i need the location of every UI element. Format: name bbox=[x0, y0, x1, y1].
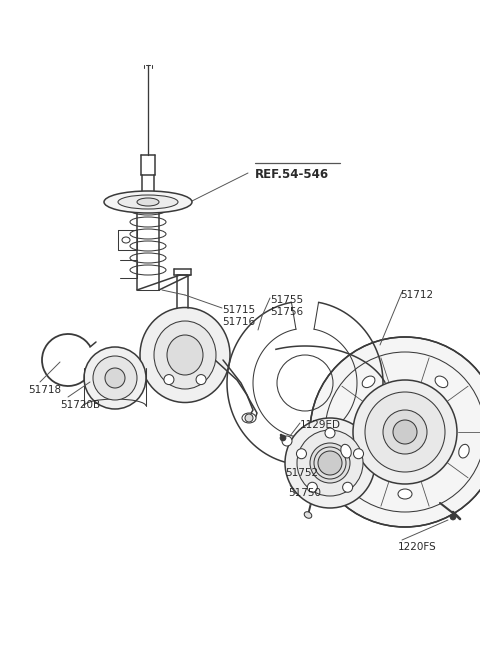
Circle shape bbox=[196, 375, 206, 384]
Ellipse shape bbox=[122, 237, 130, 243]
Ellipse shape bbox=[304, 512, 312, 518]
Text: 51750: 51750 bbox=[288, 488, 321, 498]
Circle shape bbox=[297, 430, 363, 496]
Circle shape bbox=[393, 420, 417, 444]
Text: 51712: 51712 bbox=[400, 290, 433, 300]
Ellipse shape bbox=[167, 335, 203, 375]
Ellipse shape bbox=[341, 444, 351, 458]
Circle shape bbox=[383, 410, 427, 454]
Ellipse shape bbox=[154, 321, 216, 389]
Circle shape bbox=[297, 449, 306, 459]
Text: 51715: 51715 bbox=[222, 305, 255, 315]
Text: 51716: 51716 bbox=[222, 317, 255, 327]
Ellipse shape bbox=[435, 376, 448, 388]
Text: 51752: 51752 bbox=[285, 468, 318, 478]
Ellipse shape bbox=[398, 489, 412, 499]
Circle shape bbox=[365, 392, 445, 472]
Ellipse shape bbox=[459, 444, 469, 458]
Text: 51720B: 51720B bbox=[60, 400, 100, 410]
Circle shape bbox=[353, 380, 457, 484]
Ellipse shape bbox=[105, 368, 125, 388]
Text: 51756: 51756 bbox=[270, 307, 303, 317]
Circle shape bbox=[450, 514, 456, 520]
Ellipse shape bbox=[362, 376, 375, 388]
Ellipse shape bbox=[137, 198, 159, 206]
Circle shape bbox=[282, 436, 292, 446]
Circle shape bbox=[343, 482, 353, 492]
Circle shape bbox=[285, 418, 375, 508]
Ellipse shape bbox=[104, 191, 192, 213]
Text: REF.54-546: REF.54-546 bbox=[255, 168, 329, 181]
Circle shape bbox=[310, 443, 350, 483]
Text: 51718: 51718 bbox=[28, 385, 61, 395]
Circle shape bbox=[280, 435, 286, 441]
Text: 1129ED: 1129ED bbox=[300, 420, 341, 430]
Ellipse shape bbox=[140, 308, 230, 403]
Ellipse shape bbox=[118, 195, 178, 209]
Circle shape bbox=[164, 375, 174, 384]
Circle shape bbox=[318, 451, 342, 475]
Circle shape bbox=[307, 482, 317, 492]
Circle shape bbox=[354, 449, 363, 459]
Circle shape bbox=[310, 337, 480, 527]
Ellipse shape bbox=[84, 347, 146, 409]
Ellipse shape bbox=[93, 356, 137, 400]
Circle shape bbox=[245, 414, 253, 422]
Circle shape bbox=[325, 428, 335, 438]
Circle shape bbox=[320, 453, 340, 473]
Ellipse shape bbox=[242, 413, 256, 423]
Text: 1220FS: 1220FS bbox=[398, 542, 437, 552]
Text: 51755: 51755 bbox=[270, 295, 303, 305]
